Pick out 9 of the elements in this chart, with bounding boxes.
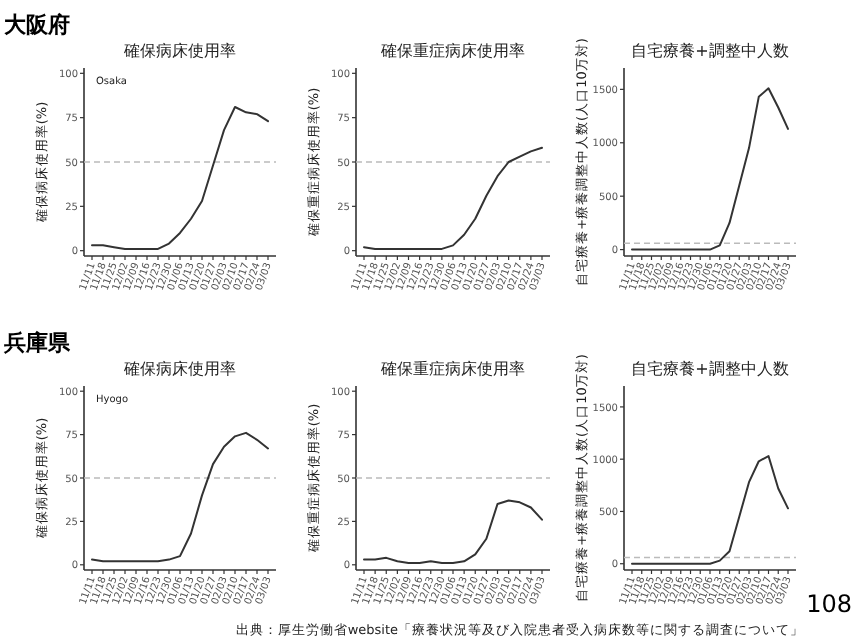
text: 兵庫県	[2, 330, 72, 356]
text: 108	[806, 590, 852, 618]
chart-title: 確保重症病床使用率	[379, 360, 525, 378]
chart-title: 確保病床使用率	[122, 360, 236, 378]
chart-title: 確保病床使用率	[122, 42, 236, 60]
chart-title: 確保重症病床使用率	[379, 42, 525, 60]
chart-title: 自宅療養+調整中人数	[631, 360, 789, 378]
text: 大阪府	[4, 12, 70, 38]
chart-title: 自宅療養+調整中人数	[631, 42, 789, 60]
